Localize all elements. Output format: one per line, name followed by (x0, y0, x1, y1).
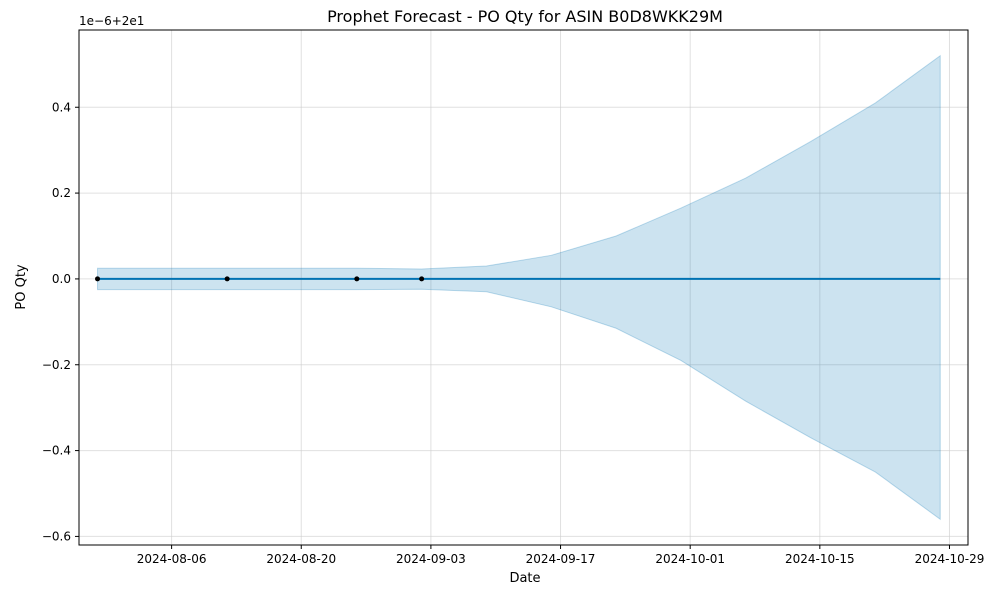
x-tick-label: 2024-10-15 (785, 552, 855, 566)
observed-point (224, 276, 230, 282)
observed-point (354, 276, 360, 282)
observed-point (419, 276, 425, 282)
x-tick-label: 2024-10-01 (655, 552, 725, 566)
y-tick-label: 0.2 (52, 186, 71, 200)
uncertainty-band-layer (97, 54, 941, 521)
x-tick-label: 2024-09-03 (396, 552, 466, 566)
x-tick-label: 2024-10-29 (915, 552, 985, 566)
x-tick-label: 2024-08-06 (137, 552, 207, 566)
y-axis-offset-label: 1e−6+2e1 (79, 14, 144, 28)
x-axis-label: Date (509, 571, 540, 586)
chart-title: Prophet Forecast - PO Qty for ASIN B0D8W… (327, 7, 723, 26)
y-tick-label: 0.0 (52, 272, 71, 286)
y-axis-ticks: −0.6 −0.4 −0.2 0.0 0.2 0.4 (42, 100, 79, 543)
y-tick-label: −0.2 (42, 358, 71, 372)
x-axis-ticks: 2024-08-06 2024-08-20 2024-09-03 2024-09-17… (137, 545, 985, 566)
axes-frame (78, 29, 969, 546)
observed-points-layer (95, 276, 425, 282)
x-tick-label: 2024-09-17 (526, 552, 596, 566)
y-axis-label: PO Qty (14, 264, 29, 310)
observed-point (95, 276, 101, 282)
y-tick-label: −0.6 (42, 529, 71, 543)
y-tick-label: 0.4 (52, 100, 71, 114)
uncertainty-band (97, 54, 941, 521)
x-tick-label: 2024-08-20 (266, 552, 336, 566)
y-tick-label: −0.4 (42, 444, 71, 458)
